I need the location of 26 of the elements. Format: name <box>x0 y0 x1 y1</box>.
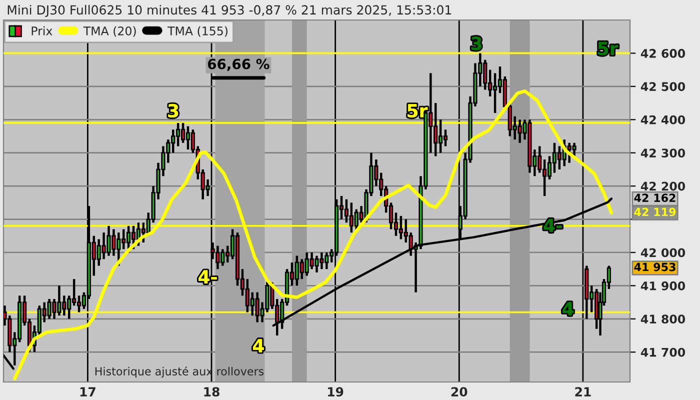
y-tick-label: 41 900 <box>640 281 686 290</box>
y-tick-label: 42 500 <box>640 82 686 92</box>
annotation: 3 <box>471 36 482 50</box>
text: 42 162 <box>634 194 676 202</box>
y-tick-label: 42 300 <box>640 148 686 158</box>
legend-label: TMA (20) <box>83 26 136 37</box>
chart-title: Mini DJ30 Full0625 10 minutes 41 953 -0,87 % 21 mars 2025, 15:53:01 <box>8 4 452 17</box>
annotation: 66,66 % <box>208 58 270 72</box>
legend-label: TMA (155) <box>168 26 228 37</box>
x-tick-label: 18 <box>204 387 220 397</box>
annotation: 5r <box>598 42 618 56</box>
x-tick-label: 17 <box>80 387 96 396</box>
x-tick-label: 20 <box>451 387 468 397</box>
text: 42 119 <box>634 208 676 216</box>
y-tick-label: 42 600 <box>640 48 686 58</box>
y-tick-label: 41 700 <box>640 348 686 357</box>
legend-label: Prix <box>32 26 52 36</box>
annotation: 3 <box>168 104 178 118</box>
text: 41 953 <box>634 262 676 272</box>
x-tick-label: 21 <box>575 387 591 396</box>
y-tick-label: 42 000 <box>640 248 686 258</box>
x-tick-label: 19 <box>328 387 344 397</box>
y-tick-label: 42 400 <box>640 115 686 124</box>
y-tick-label: 41 800 <box>640 314 686 324</box>
annotation: 4 <box>253 339 264 352</box>
y-tick-label: 42 200 <box>640 182 686 191</box>
